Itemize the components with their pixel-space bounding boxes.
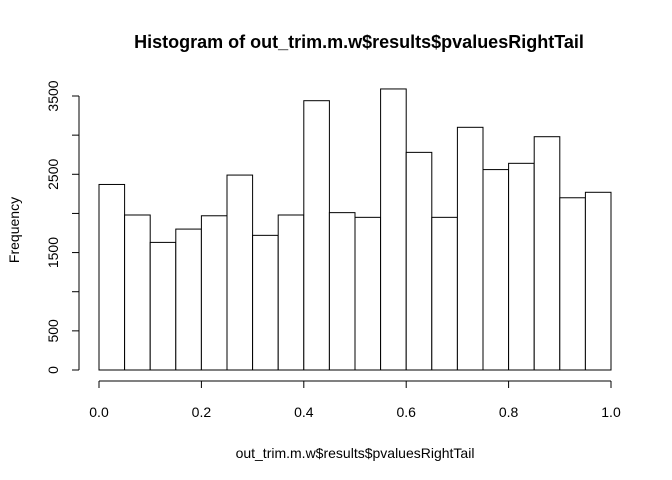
histogram-bar [508,162,535,371]
histogram-bar [533,136,561,371]
x-tick-label: 0.8 [499,404,519,420]
x-tick-label: 0.0 [89,404,109,420]
y-tick-label: 0 [45,366,61,374]
x-axis: 0.0 0.2 0.4 0.6 0.8 1.0 [89,380,621,420]
histogram-bar [354,216,382,371]
y-tick-label: 3500 [45,80,61,111]
histogram-bar [405,151,433,371]
histogram-bar [98,183,126,371]
y-tick-label: 2500 [45,159,61,190]
histogram-bar [226,174,254,371]
y-tick-label: 500 [45,319,61,343]
histogram-bar [303,100,330,371]
histogram-bar [431,216,458,371]
y-tick-label: 1500 [45,237,61,268]
x-tick-label: 0.2 [192,404,212,420]
histogram-bar [200,215,228,371]
x-tick-label: 1.0 [601,404,621,420]
histogram-bar [456,126,484,371]
x-axis-label: out_trim.m.w$results$pvaluesRightTail [236,445,475,461]
histogram-bar [380,88,407,371]
histogram-bar [559,197,586,371]
histogram-bar [277,214,305,371]
x-tick-label: 0.4 [294,404,314,420]
histogram-bar [252,234,279,371]
bars-group [98,88,612,371]
x-tick-label: 0.6 [396,404,416,420]
y-axis-label: Frequency [6,197,22,263]
histogram-bar [328,212,356,371]
histogram-bar [124,214,151,371]
histogram-bar [584,191,612,371]
histogram-bar [149,241,177,371]
y-axis: 0 500 1500 2500 3500 [45,80,80,374]
histogram-bar [175,228,202,371]
histogram-bar [482,169,510,371]
chart-title: Histogram of out_trim.m.w$results$pvalue… [134,32,584,52]
